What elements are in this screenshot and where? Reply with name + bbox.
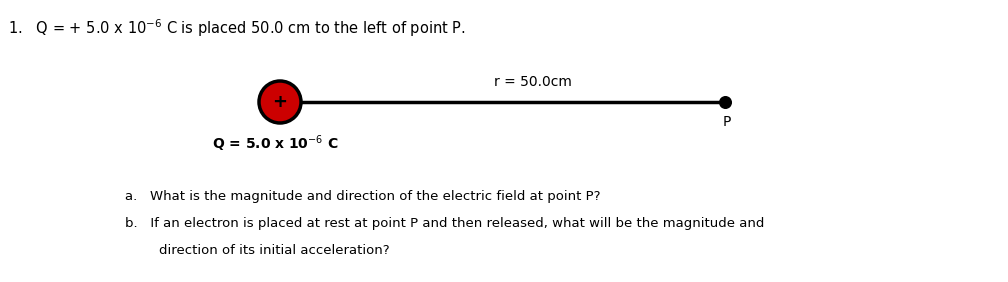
Text: 1.   Q = + 5.0 x 10$^{-6}$ C is placed 50.0 cm to the left of point P.: 1. Q = + 5.0 x 10$^{-6}$ C is placed 50.…: [8, 17, 466, 39]
Text: b.   If an electron is placed at rest at point P and then released, what will be: b. If an electron is placed at rest at p…: [125, 217, 764, 230]
Text: P: P: [723, 115, 731, 129]
Text: direction of its initial acceleration?: direction of its initial acceleration?: [125, 244, 390, 257]
Point: [717, 100, 733, 104]
Text: +: +: [272, 93, 287, 111]
Text: a.   What is the magnitude and direction of the electric field at point P?: a. What is the magnitude and direction o…: [125, 190, 601, 203]
Text: Q = 5.0 x 10$^{-6}$ C: Q = 5.0 x 10$^{-6}$ C: [212, 133, 339, 154]
Text: r = 50.0cm: r = 50.0cm: [494, 75, 572, 89]
Circle shape: [259, 81, 301, 123]
